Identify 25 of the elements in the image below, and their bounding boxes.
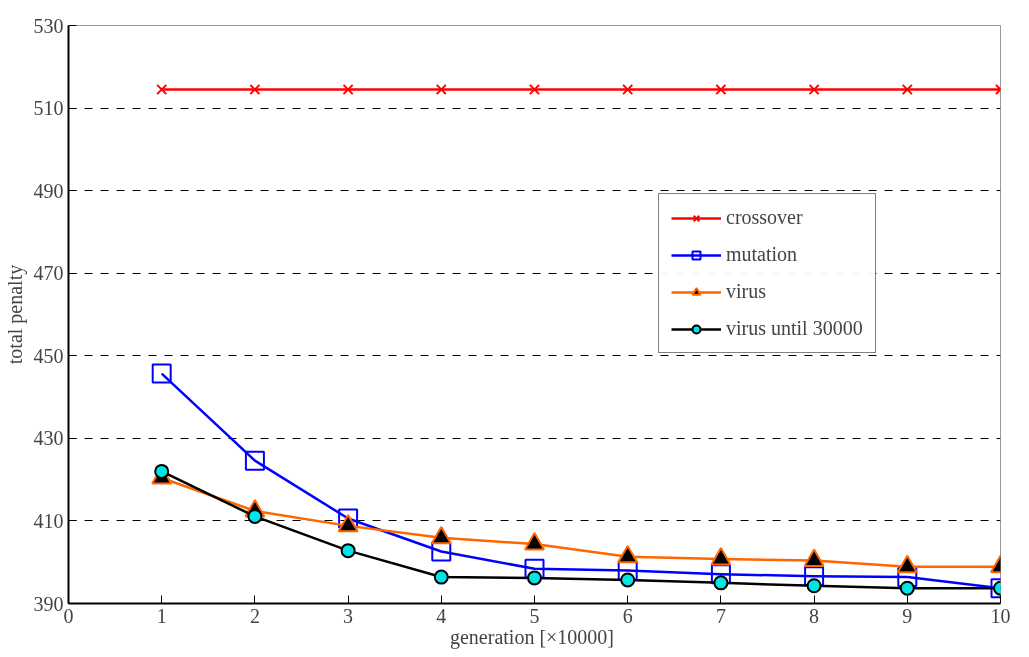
x-tick-label: 6 xyxy=(622,604,633,627)
legend-label: mutation xyxy=(726,243,798,266)
y-tick-label: 410 xyxy=(33,509,64,532)
legend-label: virus xyxy=(726,280,766,303)
y-tick-label: 450 xyxy=(33,344,64,367)
x-tick-label: 8 xyxy=(809,604,820,627)
y-tick-label: 470 xyxy=(33,262,64,285)
x-tick-label: 10 xyxy=(990,604,1011,627)
legend-label: crossover xyxy=(726,206,803,229)
y-axis-title: total penalty xyxy=(3,264,27,365)
x-tick-label: 4 xyxy=(436,604,447,627)
y-tick-label: 390 xyxy=(33,592,64,615)
x-tick-label: 5 xyxy=(529,604,540,627)
legend-label: virus until 30000 xyxy=(726,317,863,340)
x-tick-label: 2 xyxy=(249,604,260,627)
x-tick-label: 7 xyxy=(715,604,726,627)
x-axis-title: generation [×10000] xyxy=(450,625,615,649)
x-tick-label: 1 xyxy=(156,604,167,627)
y-tick-label: 490 xyxy=(33,179,64,202)
y-tick-label: 430 xyxy=(33,427,64,450)
x-tick-label: 3 xyxy=(343,604,354,627)
y-tick-label: 530 xyxy=(33,14,64,37)
x-tick-label: 0 xyxy=(63,604,74,627)
y-tick-label: 510 xyxy=(33,97,64,120)
x-tick-label: 9 xyxy=(902,604,913,627)
